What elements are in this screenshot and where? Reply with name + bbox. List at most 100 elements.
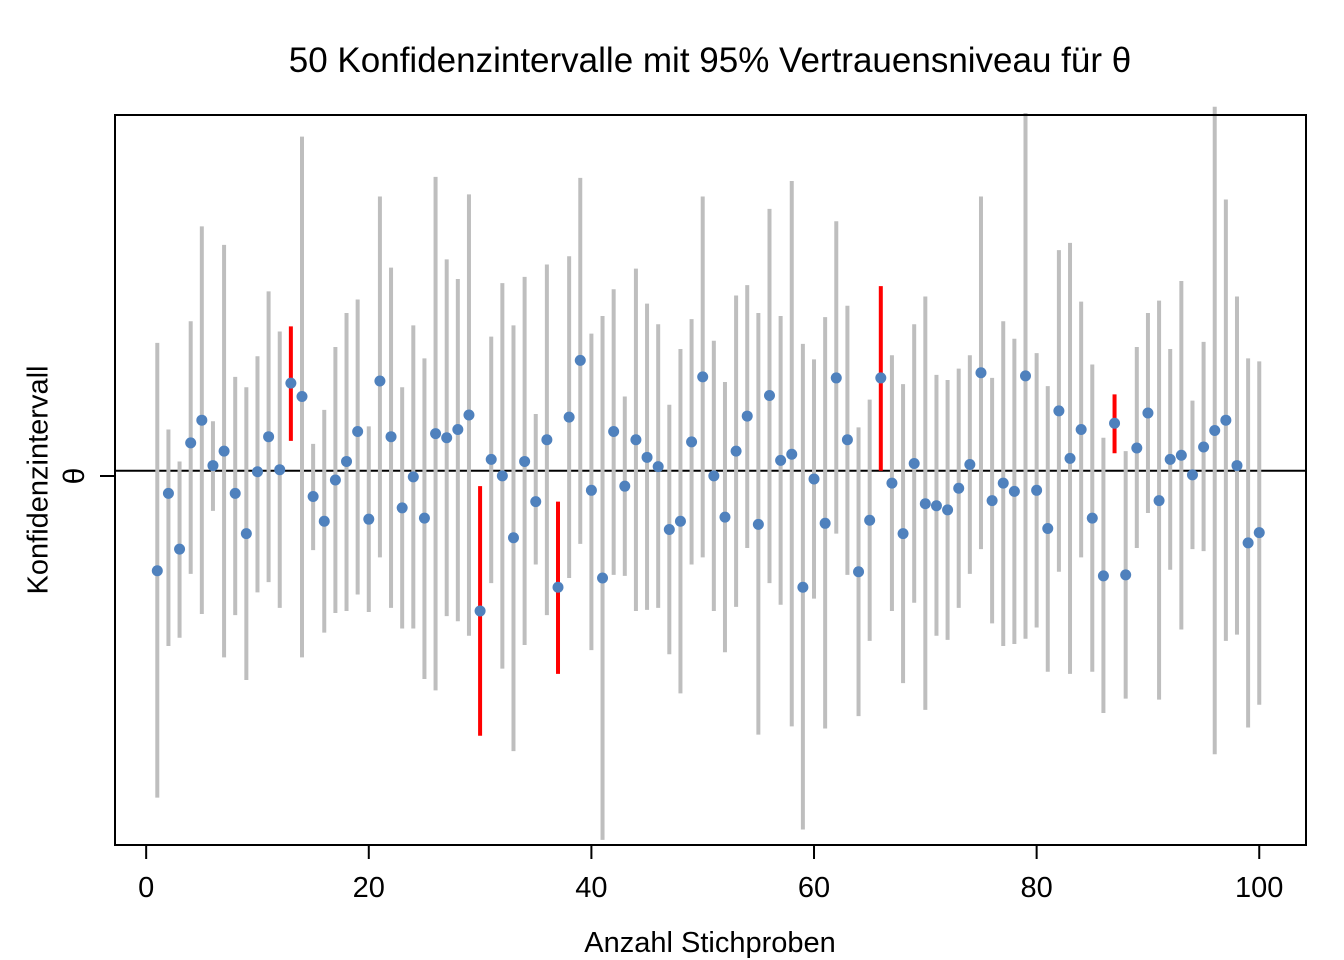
- point-estimate: [329, 474, 341, 486]
- point-estimate: [641, 451, 653, 463]
- point-estimate: [630, 434, 642, 446]
- point-estimate: [730, 445, 742, 457]
- point-estimate: [997, 477, 1009, 489]
- point-estimate: [597, 572, 609, 584]
- point-estimate: [1142, 407, 1154, 419]
- point-estimate: [1031, 484, 1043, 496]
- point-estimate: [686, 436, 698, 448]
- point-estimate: [418, 512, 430, 524]
- point-estimate: [853, 566, 865, 578]
- point-estimate: [986, 495, 998, 507]
- point-estimate: [763, 389, 775, 401]
- point-estimate: [162, 487, 174, 499]
- x-tick-label: 60: [798, 872, 830, 904]
- point-estimate: [953, 482, 965, 494]
- point-estimate: [296, 390, 308, 402]
- point-estimate: [619, 480, 631, 492]
- x-axis-label: Anzahl Stichproben: [584, 927, 836, 959]
- point-estimate: [886, 477, 898, 489]
- chart-title: 50 Konfidenzintervalle mit 95% Vertrauen…: [289, 41, 1131, 80]
- point-estimate: [363, 513, 375, 525]
- point-estimate: [1242, 537, 1254, 549]
- point-estimate: [697, 371, 709, 383]
- plot-area-frame: [114, 114, 1307, 846]
- point-estimate: [207, 460, 219, 472]
- point-estimate: [452, 423, 464, 435]
- point-estimate: [274, 464, 286, 476]
- point-estimate: [1198, 441, 1210, 453]
- point-estimate: [463, 409, 475, 421]
- point-estimate: [174, 543, 186, 555]
- point-estimate: [496, 470, 508, 482]
- point-estimate: [1164, 453, 1176, 465]
- point-estimate: [1186, 469, 1198, 481]
- point-estimate: [786, 448, 798, 460]
- x-tick-label: 100: [1235, 872, 1283, 904]
- point-estimate: [341, 455, 353, 467]
- point-estimate: [1209, 425, 1221, 437]
- point-estimate: [1053, 405, 1065, 417]
- point-estimate: [808, 473, 820, 485]
- point-estimate: [485, 453, 497, 465]
- point-estimate: [608, 426, 620, 438]
- x-axis: 0 20 40 60 80 100: [138, 845, 1283, 904]
- point-estimate: [1008, 485, 1020, 497]
- point-estimate: [474, 605, 486, 617]
- point-estimate: [674, 515, 686, 527]
- point-estimate: [318, 515, 330, 527]
- point-estimate: [307, 490, 319, 502]
- point-estimate: [652, 461, 664, 473]
- point-estimate: [775, 454, 787, 466]
- point-estimate: [1231, 460, 1243, 472]
- point-estimate: [218, 445, 230, 457]
- point-estimate: [919, 498, 931, 510]
- point-estimate: [1064, 452, 1076, 464]
- point-estimate: [830, 372, 842, 384]
- point-estimate: [396, 502, 408, 514]
- point-estimate: [541, 434, 553, 446]
- point-estimate: [430, 428, 442, 440]
- point-estimate: [875, 372, 887, 384]
- point-estimate: [864, 514, 876, 526]
- point-estimate: [196, 414, 208, 426]
- point-estimate: [841, 434, 853, 446]
- point-estimate: [719, 511, 731, 523]
- y-tick-label-theta: θ: [58, 468, 91, 485]
- y-axis: θ: [58, 468, 115, 485]
- point-estimate: [930, 500, 942, 512]
- point-estimate: [1075, 423, 1087, 435]
- point-estimate: [251, 466, 263, 478]
- point-estimate: [530, 496, 542, 508]
- point-estimate: [819, 517, 831, 529]
- point-estimate: [797, 581, 809, 593]
- point-estimate: [519, 455, 531, 467]
- point-estimate: [897, 528, 909, 540]
- point-estimate: [1042, 522, 1054, 534]
- point-estimate: [1020, 370, 1032, 382]
- point-estimate: [975, 367, 987, 379]
- point-estimate: [1253, 527, 1265, 539]
- point-estimate: [585, 484, 597, 496]
- point-estimate: [574, 354, 586, 366]
- point-estimate: [552, 581, 564, 593]
- point-estimate: [708, 470, 720, 482]
- point-estimate: [1086, 512, 1098, 524]
- point-estimate: [263, 431, 275, 443]
- x-tick-label: 40: [575, 872, 607, 904]
- point-estimate: [374, 375, 386, 387]
- point-estimate: [908, 458, 920, 470]
- point-estimate: [1131, 442, 1143, 454]
- point-estimate: [1097, 570, 1109, 582]
- point-estimate: [752, 518, 764, 530]
- x-tick-label: 0: [138, 872, 154, 904]
- point-estimate: [741, 410, 753, 422]
- point-estimate: [385, 431, 397, 443]
- x-tick-label: 20: [353, 872, 385, 904]
- point-estimate: [441, 432, 453, 444]
- point-estimate: [352, 426, 364, 438]
- point-estimate: [240, 528, 252, 540]
- point-estimate: [942, 504, 954, 516]
- y-axis-label: Konfidenzintervall: [23, 366, 55, 595]
- point-estimate: [663, 523, 675, 535]
